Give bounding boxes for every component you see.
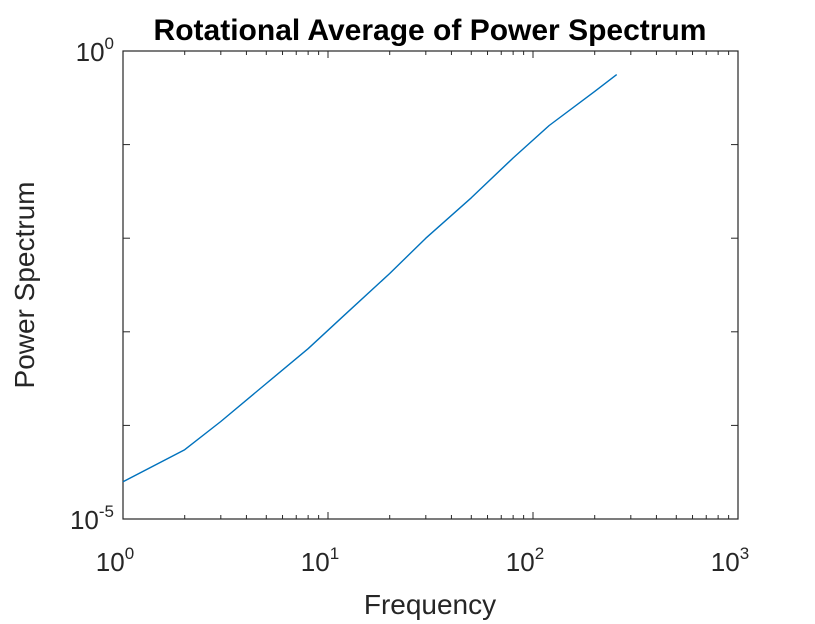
x-tick-label: 102 — [506, 544, 544, 577]
y-axis-ticks: 10-5 100 — [70, 34, 738, 535]
x-axis-ticks: 100 101 102 103 — [96, 51, 749, 577]
y-axis-label: Power Spectrum — [9, 182, 40, 389]
x-axis-label: Frequency — [364, 589, 496, 620]
plot-area — [122, 50, 739, 520]
series-line — [122, 74, 618, 483]
chart-title: Rotational Average of Power Spectrum — [154, 14, 707, 47]
y-tick-label: 10-5 — [70, 502, 114, 535]
x-tick-label: 101 — [301, 544, 339, 577]
series-layer — [122, 74, 618, 483]
x-tick-label: 100 — [96, 544, 134, 577]
y-tick-label: 100 — [76, 34, 114, 67]
x-tick-label: 103 — [711, 544, 749, 577]
